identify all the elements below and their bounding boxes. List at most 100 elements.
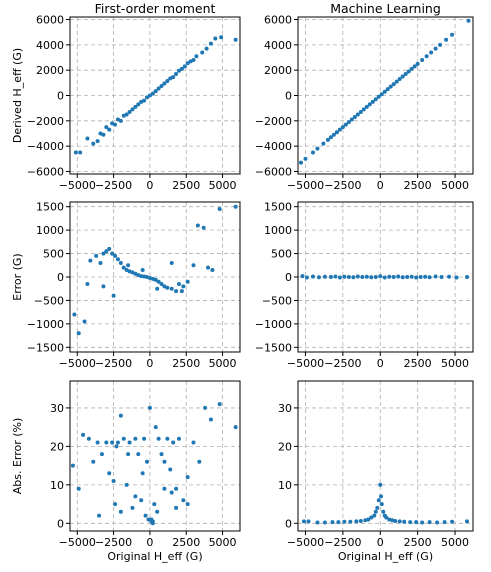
data-point: [355, 274, 360, 279]
data-point: [162, 459, 167, 464]
y-tick-label: 2000: [36, 64, 64, 77]
data-point: [418, 275, 423, 279]
data-point: [415, 61, 420, 66]
data-point: [124, 112, 129, 117]
data-point: [316, 275, 321, 280]
scatter-points: [73, 35, 238, 155]
data-point: [379, 92, 384, 97]
data-point: [91, 459, 96, 464]
data-point: [181, 498, 186, 503]
data-point: [113, 502, 118, 507]
data-point: [194, 54, 199, 59]
data-point: [181, 284, 186, 289]
data-point: [76, 331, 81, 336]
data-point: [185, 61, 190, 66]
data-point: [168, 467, 173, 472]
data-point: [402, 519, 407, 524]
y-tick-label: 500: [43, 248, 64, 261]
panel-6: −5000 −2500 0 2500 5000 0 10 20 30 Original H_eff…: [278, 380, 474, 563]
data-point: [107, 127, 112, 132]
data-point: [185, 502, 190, 507]
y-tick-label: 20: [50, 440, 64, 453]
data-point: [110, 440, 115, 445]
data-point: [346, 275, 351, 279]
data-point: [155, 286, 160, 291]
data-point: [191, 58, 196, 63]
data-point: [384, 515, 389, 520]
data-point: [104, 440, 109, 445]
data-point: [99, 452, 104, 457]
x-tick-label: −5000: [287, 357, 324, 370]
x-tick-label: 5000: [209, 536, 237, 549]
data-point: [427, 275, 432, 280]
data-point: [149, 519, 154, 524]
data-point: [95, 139, 100, 144]
data-point: [349, 117, 354, 122]
data-point: [169, 286, 174, 291]
data-point: [355, 112, 360, 117]
scatter-points: [70, 402, 238, 526]
data-point: [450, 519, 455, 524]
scatter-points: [298, 18, 471, 165]
x-tick-label: 5000: [441, 536, 469, 549]
data-point: [385, 87, 390, 92]
data-point: [182, 64, 187, 69]
data-point: [147, 93, 152, 98]
data-point: [146, 517, 151, 522]
data-point: [165, 78, 170, 83]
data-point: [85, 136, 90, 141]
data-point: [197, 459, 202, 464]
data-point: [191, 263, 196, 268]
x-tick-label: −2500: [95, 536, 132, 549]
data-point: [176, 68, 181, 73]
data-point: [165, 436, 170, 441]
x-axis-label: Original H_eff (G): [338, 550, 433, 563]
data-point: [121, 436, 126, 441]
y-tick-label: −2000: [255, 115, 292, 128]
y-tick-label: 6000: [264, 14, 292, 27]
data-point: [315, 146, 320, 151]
y-tick-label: 0: [57, 517, 64, 530]
x-tick-label: 2500: [404, 179, 432, 192]
data-point: [310, 274, 315, 279]
data-point: [333, 274, 338, 279]
y-tick-label: 1000: [264, 224, 292, 237]
x-tick-label: 2500: [404, 536, 432, 549]
data-point: [107, 471, 112, 476]
y-tick-label: −500: [262, 294, 292, 307]
data-point: [95, 440, 100, 445]
data-point: [342, 519, 347, 524]
data-point: [179, 66, 184, 71]
data-point: [391, 82, 396, 87]
data-point: [442, 520, 447, 525]
y-tick-label: 0: [285, 90, 292, 103]
x-tick-label: 2500: [172, 536, 200, 549]
data-point: [127, 109, 132, 114]
data-point: [206, 265, 211, 270]
data-point: [200, 50, 205, 55]
data-point: [438, 42, 443, 47]
scatter-points: [301, 482, 470, 525]
data-point: [204, 46, 209, 51]
data-point: [346, 120, 351, 125]
data-point: [343, 122, 348, 127]
data-point: [153, 89, 158, 94]
y-tick-label: 0: [285, 271, 292, 284]
data-point: [201, 225, 206, 230]
data-point: [310, 150, 315, 155]
data-point: [156, 436, 161, 441]
y-tick-label: −1500: [255, 341, 292, 354]
data-point: [101, 251, 106, 256]
data-point: [159, 282, 164, 287]
x-tick-label: −5000: [59, 179, 96, 192]
data-point: [73, 150, 78, 155]
data-point: [372, 513, 377, 518]
y-tick-label: 0: [285, 517, 292, 530]
data-point: [233, 204, 238, 209]
data-point: [330, 520, 335, 525]
data-point: [358, 109, 363, 114]
data-point: [435, 520, 440, 525]
x-tick-label: 0: [377, 357, 384, 370]
data-point: [81, 432, 86, 437]
